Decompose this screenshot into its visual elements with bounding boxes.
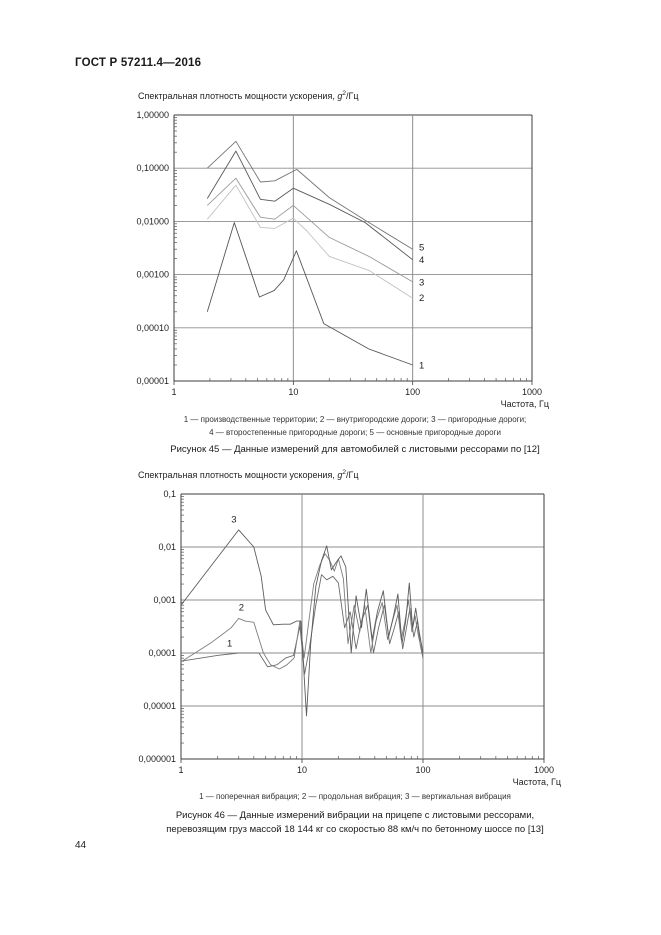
figure45-legend-line2: 4 — второстепенные пригородные дороги; 5… [209,427,501,437]
figure45-title-g-symbol: g [337,91,343,101]
y-axis-tick-label: 0,10000 [136,163,169,173]
x-axis-tick-label: 1000 [534,765,554,775]
series-number-label-3: 3 [419,278,424,289]
figure45-legend: 1 — производственные территории; 2 — вну… [105,414,605,439]
series-line-3 [206,177,413,283]
series-line-1 [180,574,424,675]
y-axis-tick-label: 0,00001 [143,701,176,711]
x-axis-tick-label: 100 [405,387,420,397]
figure46-caption-line2: перевозящим груз массой 18 144 кг со ско… [166,824,544,835]
series-number-label-2: 2 [419,293,424,304]
y-axis-tick-label: 0,00010 [136,323,169,333]
figure46-caption-line1: Рисунок 46 — Данные измерений вибрации н… [175,810,535,821]
figure45-chart: 1,00000 0,10000 0,01000 0,00100 0,00010 0,000… [136,110,549,409]
y-axis-tick-label: 0,1 [163,489,176,499]
series-line-2 [206,184,413,299]
series-number-label-1: 1 [419,361,424,372]
series-line-1 [206,222,413,366]
y-axis-tick-label: 0,000001 [138,754,176,764]
figure46-caption: Рисунок 46 — Данные измерений вибрации н… [80,809,630,837]
y-axis-tick-label: 0,00100 [136,270,169,280]
x-axis-tick-label: 10 [297,765,307,775]
figure46-title-g-symbol: g [337,470,343,480]
figure45-title-text: Спектральная плотность мощности ускорени… [138,91,338,101]
series-line-4 [206,150,413,261]
series-number-label-3: 3 [231,515,236,526]
figure45-title-unit: /Гц [345,91,359,101]
figure46-title-text: Спектральная плотность мощности ускорени… [138,470,338,480]
x-axis-tick-label: 1 [171,387,176,397]
series-number-label-5: 5 [419,243,424,254]
figure45-title-exponent: 2 [342,90,346,97]
figure46-legend-line1: 1 — поперечная вибрация; 2 — продольная … [199,792,511,801]
y-axis-tick-label: 1,00000 [136,110,169,120]
series-line-3 [180,529,424,717]
figure46-legend: 1 — поперечная вибрация; 2 — продольная … [105,791,605,804]
x-axis-label: Частота, Гц [501,399,549,409]
series-line-2 [180,553,424,670]
document-header: ГОСТ Р 57211.4—2016 [75,57,202,69]
figure46-title-unit: /Гц [345,470,359,480]
figure46-title-exponent: 2 [342,469,346,476]
series-line-5 [206,140,413,250]
series-number-label-4: 4 [419,255,424,266]
figure46-chart-title: Спектральная плотность мощности ускорени… [138,469,359,480]
y-axis-tick-label: 0,01 [158,542,176,552]
figure45-legend-line1: 1 — производственные территории; 2 — вну… [183,415,527,424]
x-axis-tick-label: 1000 [522,387,542,397]
x-axis-label: Частота, Гц [513,777,561,787]
x-axis-tick-label: 10 [288,387,298,397]
y-axis-tick-label: 0,001 [153,595,176,605]
series-number-label-1: 1 [227,639,232,650]
page-number: 44 [75,840,87,851]
series-number-label-2: 2 [239,603,244,614]
y-axis-tick-label: 0,01000 [136,216,169,226]
figure45-chart-title: Спектральная плотность мощности ускорени… [138,90,359,101]
y-axis-tick-label: 0,0001 [148,648,176,658]
x-axis-tick-label: 100 [415,765,430,775]
figure45-caption: Рисунок 45 — Данные измерений для автомо… [170,444,540,455]
y-axis-tick-label: 0,00001 [136,376,169,386]
x-axis-tick-label: 1 [178,765,183,775]
